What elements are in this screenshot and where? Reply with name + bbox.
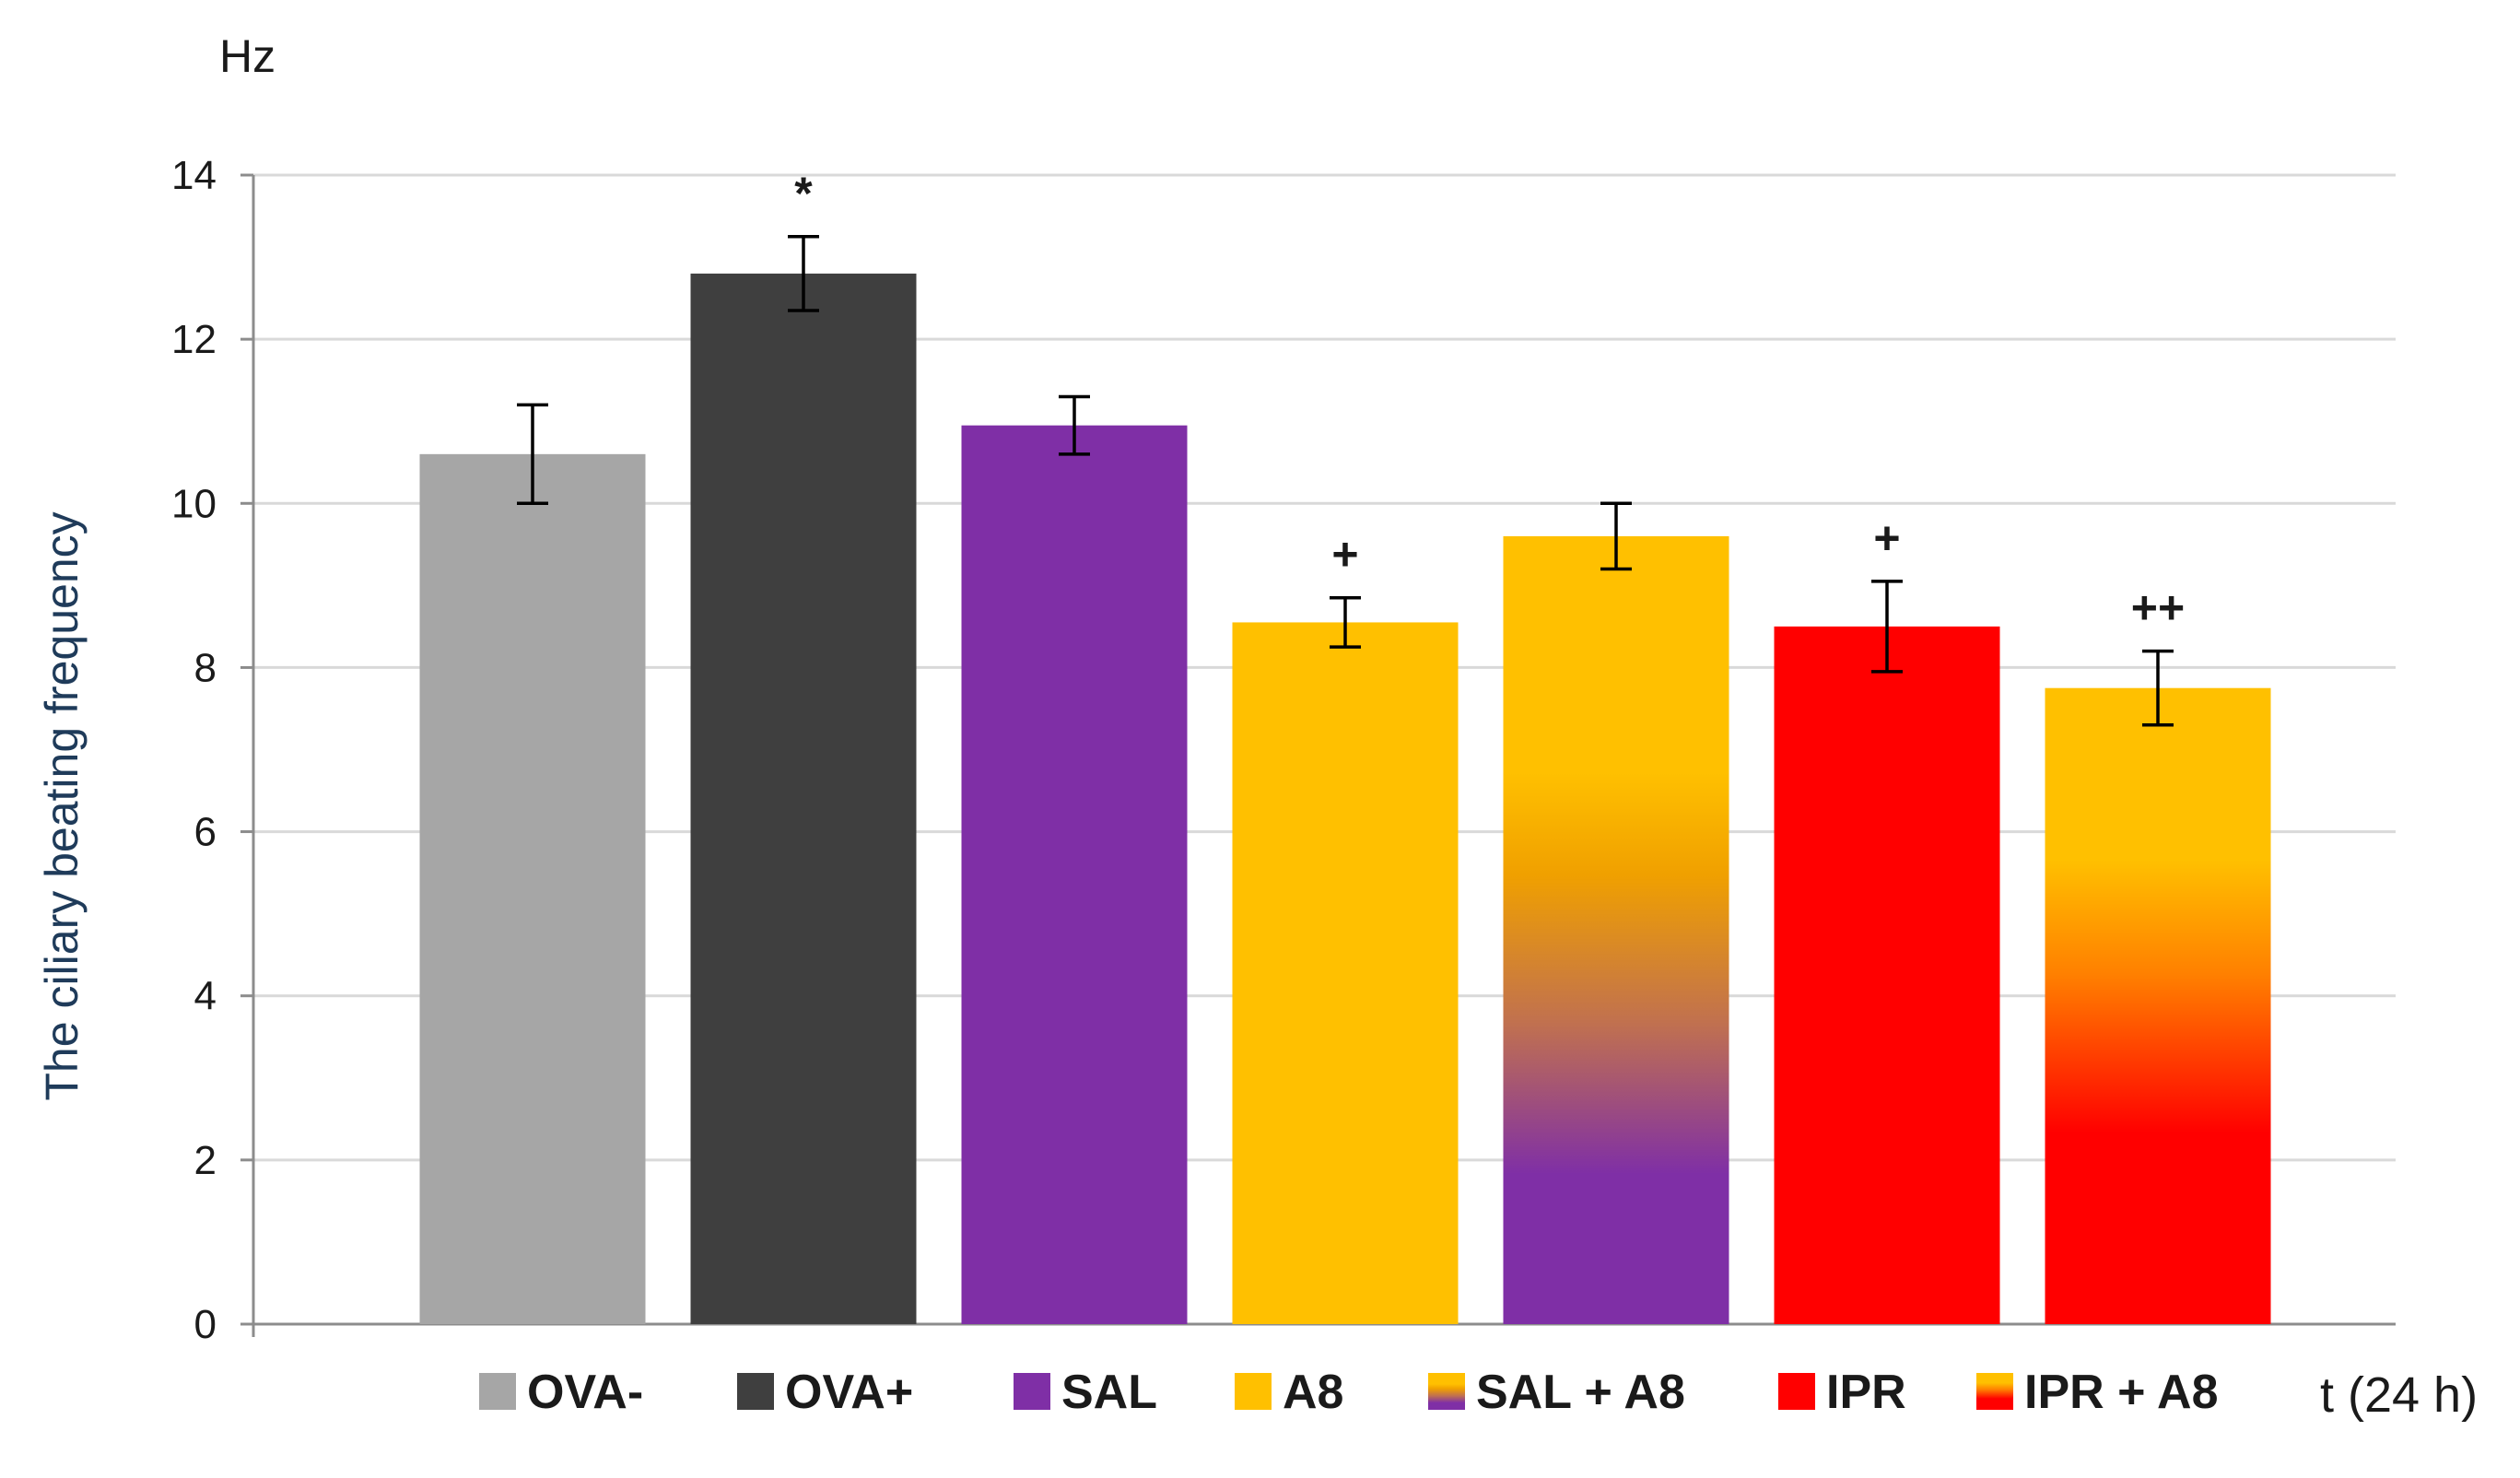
significance-mark: + — [1873, 512, 1900, 564]
legend-label: IPR — [1826, 1366, 1906, 1419]
legend-swatch — [1976, 1373, 2013, 1410]
y-unit-label: Hz — [219, 30, 275, 82]
bar-a8 — [1232, 622, 1459, 1324]
legend-swatch — [1428, 1373, 1465, 1410]
legend-label: OVA+ — [785, 1366, 913, 1419]
bar-ova — [690, 273, 917, 1324]
legend-swatch — [1778, 1373, 1815, 1410]
significance-marks: *+ +++ — [794, 168, 2185, 634]
significance-mark: * — [794, 168, 813, 219]
y-tick-label: 14 — [171, 153, 217, 198]
y-tick-label: 4 — [194, 974, 217, 1019]
y-tick-label: 6 — [194, 810, 217, 855]
bar-sal — [961, 425, 1188, 1324]
legend-label: OVA- — [527, 1366, 643, 1419]
bars — [419, 273, 2271, 1324]
legend-label: SAL — [1061, 1366, 1157, 1419]
bar-ipr-a8 — [2045, 687, 2271, 1324]
significance-mark: ++ — [2131, 582, 2185, 634]
y-tick-label: 12 — [171, 317, 217, 362]
legend-swatch — [479, 1373, 516, 1410]
bar-ipr — [1774, 626, 2000, 1324]
bar-sal-a8 — [1503, 535, 1729, 1324]
x-unit-label: t (24 h) — [2320, 1367, 2478, 1423]
y-tick-label: 2 — [194, 1138, 217, 1183]
y-tick-label: 10 — [171, 481, 217, 526]
legend: OVA- OVA+ SAL A8 SAL + A8 IPR IPR + A8 — [479, 1366, 2219, 1419]
legend-swatch — [737, 1373, 774, 1410]
significance-mark: + — [1331, 529, 1358, 581]
y-axis-title: The ciliary beating frequency — [36, 511, 88, 1100]
y-tick-label: 0 — [194, 1302, 217, 1347]
legend-swatch — [1014, 1373, 1050, 1410]
legend-label: SAL + A8 — [1476, 1366, 1685, 1419]
bar-ova — [419, 453, 646, 1324]
legend-label: A8 — [1283, 1366, 1343, 1419]
y-tick-label: 8 — [194, 645, 217, 690]
legend-label: IPR + A8 — [2024, 1366, 2219, 1419]
legend-swatch — [1235, 1373, 1272, 1410]
error-bars — [517, 235, 2174, 727]
